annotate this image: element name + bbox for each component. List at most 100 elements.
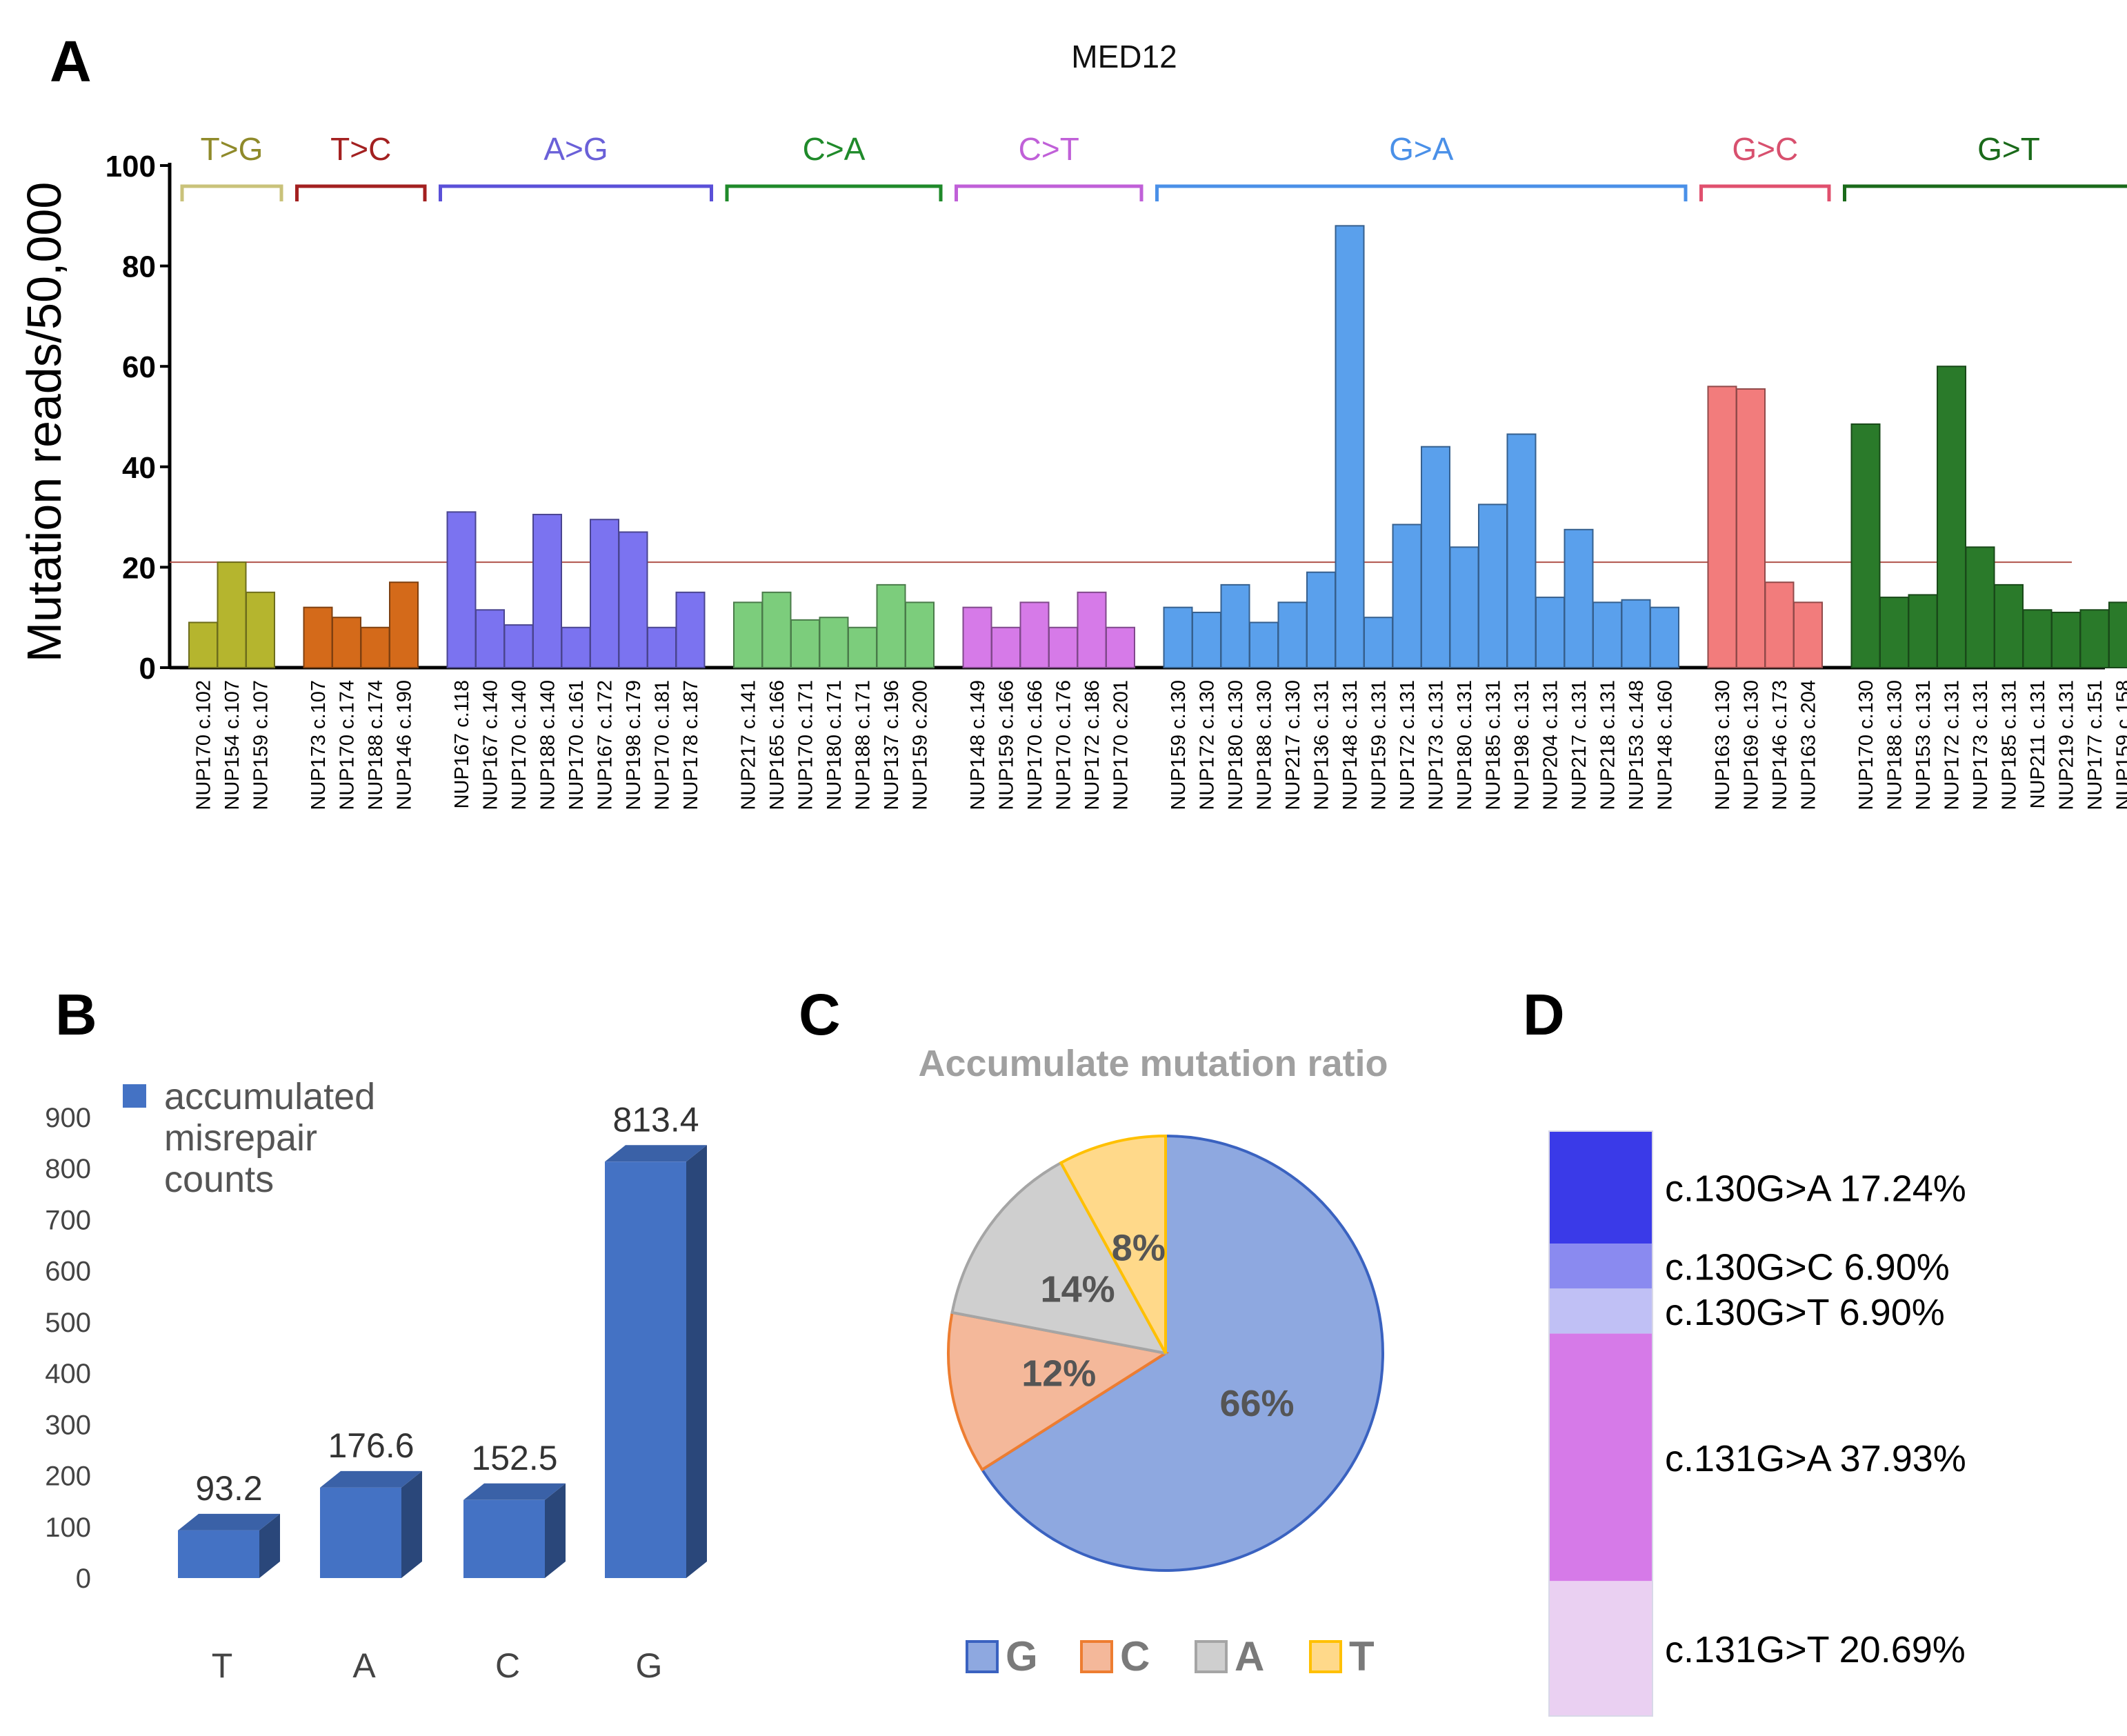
chart-c-legend-swatch [1195,1640,1228,1673]
chart-a-bar [2079,609,2110,669]
chart-a-x-tick-label: NUP178 c.187 [680,680,702,810]
chart-b-bar-top [463,1483,566,1500]
chart-c-slice-labels: 66% 12% 14%8% [1021,1227,1294,1424]
chart-a-x-tick-label: NUP159 c.107 [250,680,272,810]
chart-a-x-tick-label: NUP172 c.131 [1941,680,1964,810]
chart-d-segment [1549,1244,1652,1289]
chart-a-x-tick-label: NUP217 c.131 [1568,680,1590,810]
chart-b-y-tick-label: 400 [45,1359,91,1389]
chart-b-bar [463,1499,545,1578]
chart-d-segment-label: c.130G>C 6.90% [1665,1247,1950,1288]
chart-a-bar [1306,571,1336,668]
chart-a-bar [1019,601,1050,668]
chart-a-bar [1249,621,1279,668]
chart-a-x-tick-label: NUP188 c.171 [852,680,875,810]
chart-a-bar [1277,601,1308,668]
chart-a-x-tick-label: NUP217 c.141 [738,680,760,810]
chart-a-x-tick-label: NUP163 c.130 [1712,680,1734,810]
chart-a-bar [962,606,992,669]
chart-a-bar [1077,591,1107,668]
chart-a-bar [246,591,275,668]
chart-d-segment [1549,1333,1652,1582]
chart-a-bar [475,609,505,669]
chart-a-x-tick-label: NUP165 c.166 [766,680,788,810]
chart-a-x-tick-label: NUP170 c.130 [1855,680,1877,810]
chart-d-segment [1549,1288,1652,1334]
chart-b-value-label: 176.6 [328,1426,414,1465]
chart-b-legend-swatch [123,1084,146,1108]
chart-a-x-tick-label: NUP217 c.130 [1282,680,1304,810]
chart-a-group-bracket [180,184,283,201]
chart-a-x-tick-label: NUP173 c.131 [1426,680,1448,810]
chart-a-group-label: C>T [1019,131,1079,167]
chart-b-y-tick-label: 800 [45,1154,91,1184]
chart-a-bar [1478,503,1508,669]
chart-a-x-tick-label: NUP198 c.131 [1511,680,1533,810]
chart-a-x-tick-label: NUP185 c.131 [1999,680,2021,810]
chart-a-bar [618,531,648,668]
chart-b-bar-side [259,1513,280,1578]
chart-a-x-tick-label: NUP180 c.130 [1225,680,1247,810]
panel-b-misrepair-chart: B accumulated misrepair counts 0 100 200 30… [45,982,707,1685]
chart-a-x-tick-label: NUP188 c.140 [537,680,559,810]
chart-a-bar [905,601,935,668]
chart-c-slice-label: 8% [1112,1227,1166,1268]
chart-b-y-tick-label: 100 [45,1513,91,1543]
chart-a-bar [1192,611,1221,668]
panel-letter-a: A [50,29,92,94]
chart-a-bar [332,617,361,669]
chart-a-bar [590,519,619,668]
chart-a-bar [1506,433,1537,668]
chart-b-category-label: T [212,1646,233,1685]
chart-a-x-tick-label: NUP170 c.181 [652,680,674,810]
chart-b-value-label: 813.4 [612,1100,699,1139]
chart-a-group-label: T>C [330,131,391,167]
chart-a-x-tick-label: NUP211 c.131 [2027,680,2049,808]
chart-a-bar [2108,601,2127,668]
chart-b-y-tick-label: 500 [45,1308,91,1338]
chart-a-y-tick-label: 80 [122,250,156,284]
chart-a-x-tick-label: NUP172 c.130 [1197,680,1219,810]
chart-a-bar [1621,599,1651,668]
chart-a-x-tick-label: NUP153 c.131 [1913,680,1935,810]
chart-a-y-tick-label: 40 [122,451,156,485]
chart-a-group-label: G>A [1389,131,1454,167]
chart-c-slice [980,1134,1384,1572]
chart-b-y-tick-label: 700 [45,1205,91,1235]
chart-a-bar [446,511,477,668]
chart-c-legend-label: C [1120,1633,1150,1679]
chart-b-bars: 93.2 T 176.6 A 152.5 C 813.4 G [178,1100,707,1685]
chart-b-y-tick-label: 600 [45,1257,91,1287]
chart-a-bar [1163,606,1193,669]
chart-d-segment-label: c.131G>A 37.93% [1665,1438,1966,1479]
chart-b-y-tick-label: 200 [45,1461,91,1492]
chart-a-group-label: C>A [803,131,866,167]
chart-a-bar [1764,581,1795,668]
chart-a-x-tick-label: NUP167 c.172 [595,680,617,810]
chart-a-bar [1392,523,1422,669]
chart-b-y-tick-label: 900 [45,1103,91,1133]
chart-a-bar [188,621,218,668]
chart-a-x-tick-label: NUP188 c.130 [1884,680,1906,810]
chart-c-legend-label: G [1006,1633,1038,1679]
chart-a-group-bracket [295,184,427,201]
chart-b-bar-top [178,1513,280,1530]
chart-a-y-tick-label: 20 [122,551,156,585]
chart-a-bar [1449,546,1479,669]
chart-d-segment-label: c.130G>A 17.24% [1665,1168,1966,1210]
chart-b-bar [178,1530,259,1578]
chart-b-y-tick-label: 0 [76,1564,91,1594]
chart-a-x-tick-label: NUP177 c.151 [2084,680,2106,810]
chart-a-group-brackets: T>G T>C A>G C>A C>T G>A G>C G>T [180,131,2127,201]
chart-a-bar [1736,388,1766,669]
chart-b-bar [320,1487,401,1578]
chart-a-x-tick-label: NUP198 c.179 [623,680,645,810]
chart-a-bar [1994,583,2024,669]
chart-c-legend-swatch [1080,1640,1113,1673]
panel-letter-c: C [799,982,841,1047]
chart-b-value-label: 152.5 [471,1439,557,1477]
chart-c-slice-label: 66% [1219,1383,1294,1424]
chart-a-bar [675,591,706,668]
chart-c-legend-label: A [1235,1633,1264,1679]
chart-a-group-bracket [439,184,713,201]
